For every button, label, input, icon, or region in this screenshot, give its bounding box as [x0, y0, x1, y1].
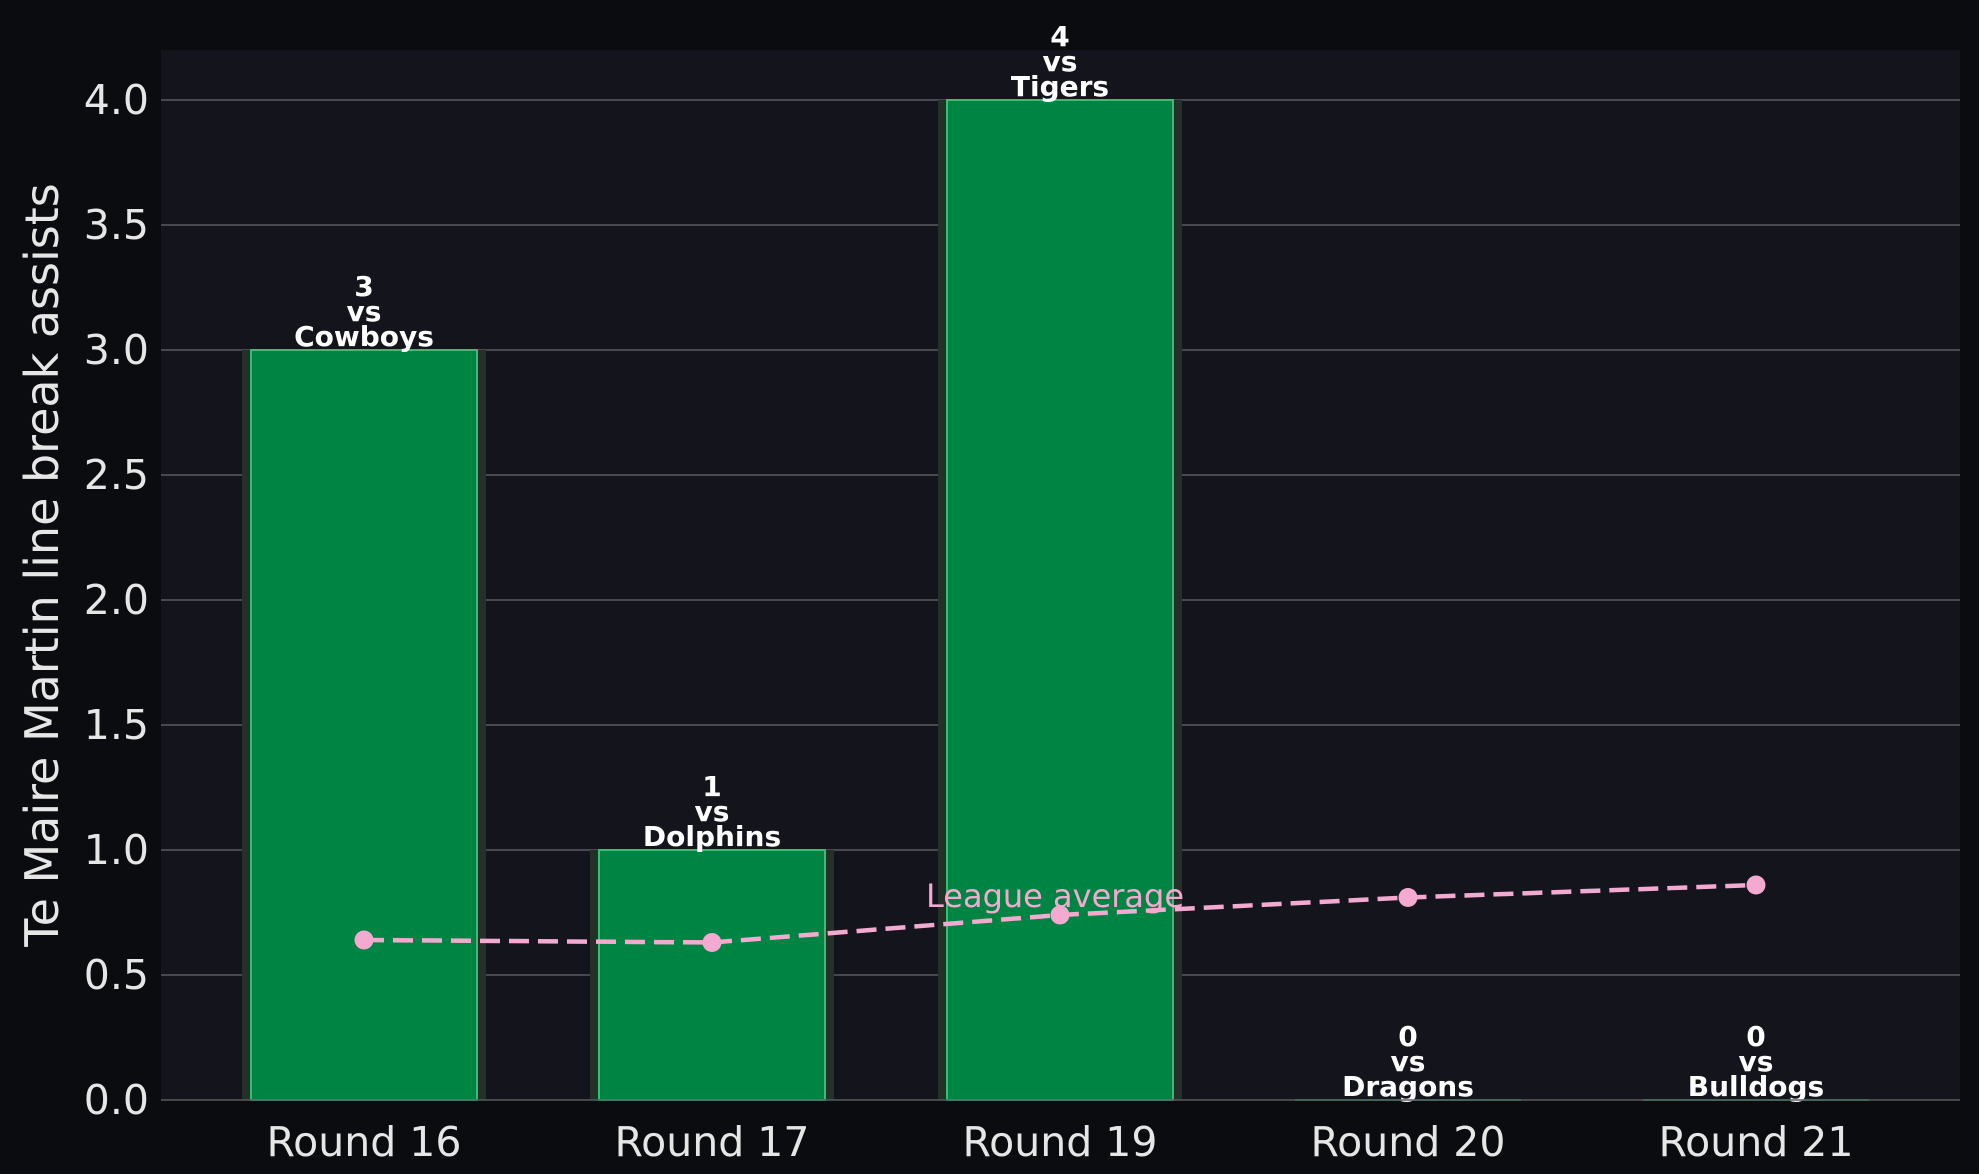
bar-label: Dolphins	[643, 820, 781, 853]
axes: 0.0 0.5 1.0 1.5 2.0 2.5 3.0 3.5 4.0 Round 16 Round…	[84, 76, 1960, 1166]
y-axis-label: Te Maire Martin line break assists	[15, 183, 69, 947]
league-average-point	[702, 933, 722, 952]
bar	[946, 99, 1174, 1101]
bar	[598, 849, 826, 1101]
bar-label: vs	[695, 795, 730, 828]
bars	[242, 99, 1869, 1101]
bar-label: 0	[1398, 1020, 1417, 1053]
x-tick-label: Round 19	[963, 1118, 1158, 1166]
x-tick-label: Round 21	[1659, 1118, 1854, 1166]
bar-label: vs	[1043, 45, 1078, 78]
bar-label: Tigers	[1011, 70, 1109, 103]
league-average-annotation: League average	[926, 877, 1184, 915]
y-tick-label: 2.5	[84, 451, 149, 499]
y-tick-label: 0.0	[84, 1076, 149, 1124]
league-average-point	[354, 930, 374, 950]
bar-label: vs	[1391, 1045, 1426, 1078]
bar-label: 1	[702, 770, 721, 803]
y-tick-label: 1.0	[84, 826, 149, 874]
y-tick-label: 1.5	[84, 701, 149, 749]
league-average-point	[1746, 875, 1766, 895]
bar-label: 0	[1746, 1020, 1765, 1053]
x-tick-label: Round 16	[267, 1118, 462, 1166]
bar-label: 4	[1050, 20, 1069, 53]
league-average-point	[1398, 888, 1418, 907]
bar-label: Cowboys	[294, 320, 434, 353]
bar-labels: 3vsCowboys1vsDolphins4vsTigers0vsDragons…	[294, 20, 1824, 1103]
bar-label: Dragons	[1342, 1070, 1474, 1103]
bar-label: Bulldogs	[1688, 1070, 1824, 1103]
y-tick-label: 4.0	[84, 76, 149, 124]
y-tick-label: 2.0	[84, 576, 149, 624]
bar-label: 3	[354, 270, 373, 303]
bar	[250, 349, 478, 1101]
league-average-point	[1050, 905, 1070, 925]
y-tick-label: 0.5	[84, 951, 149, 999]
y-tick-label: 3.5	[84, 201, 149, 249]
x-tick-label: Round 17	[615, 1118, 810, 1166]
league-average-line	[354, 875, 1766, 952]
bar-label: vs	[1739, 1045, 1774, 1078]
y-tick-label: 3.0	[84, 326, 149, 374]
bar-label: vs	[347, 295, 382, 328]
x-tick-label: Round 20	[1311, 1118, 1506, 1166]
